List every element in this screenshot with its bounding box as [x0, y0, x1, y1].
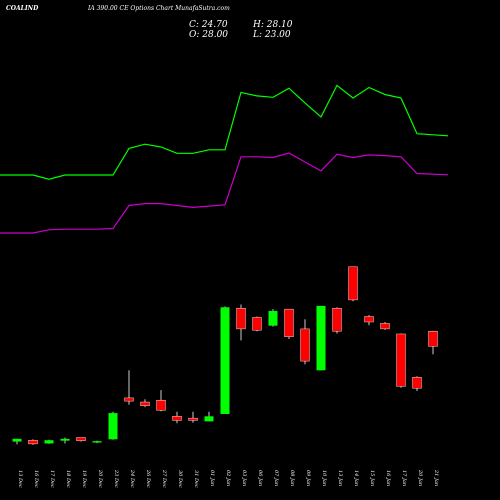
x-tick-label: 18 Dec	[65, 470, 71, 488]
high-value: H: 28.10	[253, 20, 293, 30]
candle-body	[428, 331, 438, 347]
open-value: O: 28.00	[189, 30, 229, 40]
x-tick-label: 30 Dec	[177, 470, 183, 488]
candle-body	[108, 413, 118, 440]
x-tick-label: 01 Jan	[209, 470, 215, 486]
x-tick-label: 09 Jan	[305, 470, 311, 486]
candle-body	[348, 266, 358, 301]
candle-body	[188, 417, 198, 421]
x-tick-label: 23 Dec	[113, 469, 119, 488]
candle-body	[172, 416, 182, 421]
x-tick-label: 14 Jan	[353, 470, 359, 486]
x-tick-label: 15 Jan	[369, 470, 375, 486]
candle-body	[284, 308, 294, 337]
chart-symbol: COALIND	[6, 5, 39, 12]
x-tick-label: 16 Jan	[385, 470, 391, 486]
candle-body	[44, 440, 54, 444]
chart-subtitle: IA 390.00 CE Options Chart MunafaSutra.c…	[88, 5, 230, 12]
x-tick-label: 17 Jan	[401, 470, 407, 486]
close-value: C: 24.70	[189, 20, 228, 30]
x-tick-label: 06 Jan	[257, 470, 263, 486]
candle-body	[364, 316, 374, 323]
candle-body	[204, 416, 214, 422]
overlay-line-2	[0, 152, 449, 234]
candle-body	[316, 305, 326, 371]
x-tick-label: 21 Jan	[433, 469, 439, 486]
candle-body	[124, 397, 134, 402]
candle-body	[92, 441, 102, 443]
candle-body	[60, 438, 70, 441]
x-tick-label: 13 Jan	[337, 470, 343, 486]
candle-body	[76, 437, 86, 441]
candle-body	[380, 323, 390, 330]
x-tick-label: 13 Dec	[17, 470, 23, 488]
candle-body	[300, 328, 310, 362]
candle-body	[252, 317, 262, 331]
x-tick-label: 07 Jan	[273, 470, 279, 486]
x-tick-label: 31 Dec	[193, 470, 199, 488]
x-tick-label: 16 Dec	[33, 470, 39, 488]
candle-body	[236, 308, 246, 330]
candle-body	[156, 400, 166, 411]
x-tick-label: 02 Jan	[225, 470, 231, 486]
candle-body	[268, 310, 278, 326]
candle-body	[140, 401, 150, 406]
candle-body	[220, 307, 230, 414]
low-value: L: 23.00	[253, 30, 291, 40]
x-tick-label: 24 Dec	[129, 469, 135, 488]
x-tick-label: 03 Jan	[241, 470, 247, 486]
x-tick-label: 20 Dec	[97, 469, 103, 488]
overlay-line-1	[0, 84, 449, 180]
x-tick-label: 19 Dec	[81, 470, 87, 488]
x-tick-label: 08 Jan	[289, 470, 295, 486]
candle-body	[12, 438, 22, 442]
candle-body	[28, 440, 38, 445]
x-tick-label: 10 Jan	[321, 470, 327, 486]
candle-body	[396, 333, 406, 387]
x-tick-label: 17 Dec	[49, 470, 55, 488]
candle-body	[332, 308, 342, 332]
x-tick-label: 26 Dec	[145, 469, 151, 488]
x-tick-label: 27 Dec	[161, 469, 167, 488]
x-tick-label: 20 Jan	[417, 469, 423, 486]
candle-body	[412, 377, 422, 389]
